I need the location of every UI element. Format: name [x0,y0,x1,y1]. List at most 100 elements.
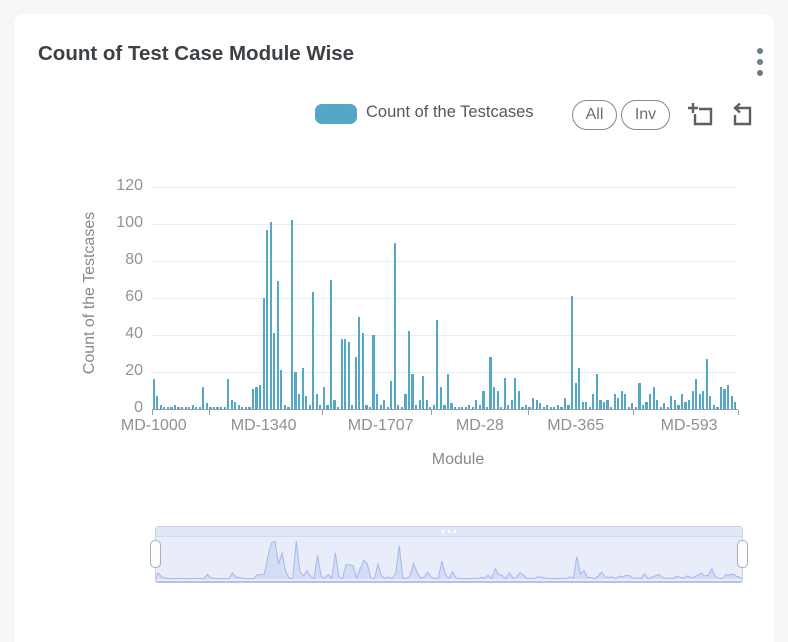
bar[interactable] [418,399,421,409]
bar[interactable] [283,405,287,409]
bar[interactable] [634,407,638,409]
bar[interactable] [617,397,620,409]
bar[interactable] [454,407,457,409]
legend-label[interactable]: Count of the Testcases [366,103,534,121]
bar[interactable] [638,383,641,409]
bar[interactable] [319,405,322,409]
bar[interactable] [266,229,269,409]
bar[interactable] [188,407,191,409]
bar[interactable] [627,407,630,409]
bar[interactable] [482,390,485,409]
bar[interactable] [205,403,209,409]
bar[interactable] [485,407,489,409]
bar[interactable] [379,405,382,409]
plot-area[interactable] [152,187,737,409]
bar[interactable] [677,405,680,409]
bar[interactable] [624,394,627,409]
bar[interactable] [539,403,542,409]
bar[interactable] [521,407,524,409]
bar[interactable] [390,381,393,409]
bar[interactable] [372,335,375,409]
bar[interactable] [191,405,194,409]
bar[interactable] [535,399,538,409]
bar[interactable] [220,407,223,409]
bar[interactable] [489,357,492,409]
bar[interactable] [503,377,506,409]
bar[interactable] [280,370,283,409]
bar[interactable] [347,342,350,409]
bar[interactable] [411,373,414,409]
bar[interactable] [383,399,386,409]
bar[interactable] [209,407,212,409]
datazoom-slider[interactable] [150,526,748,583]
bar[interactable] [471,407,474,409]
bar[interactable] [269,222,272,409]
bar[interactable] [695,379,698,409]
bar[interactable] [705,359,708,409]
bar[interactable] [156,396,159,409]
bar[interactable] [361,333,365,409]
bar[interactable] [719,386,723,409]
bar[interactable] [354,357,357,409]
legend-swatch[interactable] [315,104,357,124]
bar[interactable] [312,292,315,409]
bar[interactable] [166,407,170,409]
bar[interactable] [553,407,556,409]
bar[interactable] [514,377,517,409]
bar[interactable] [574,383,577,409]
bar[interactable] [673,399,677,409]
bar[interactable] [670,396,673,409]
legend-inverse-button[interactable]: Inv [621,100,670,130]
bar[interactable] [450,403,453,409]
bar[interactable] [563,397,567,409]
bar[interactable] [500,407,503,409]
bar[interactable] [478,405,482,409]
bar[interactable] [666,407,669,409]
bar[interactable] [659,407,662,409]
bar[interactable] [556,405,560,409]
bar[interactable] [234,401,237,409]
bar[interactable] [631,403,634,409]
bar[interactable] [595,373,599,409]
bar[interactable] [305,396,308,409]
bar[interactable] [702,390,705,409]
bar[interactable] [273,333,276,409]
bar[interactable] [195,407,198,409]
bar[interactable] [262,298,265,409]
bar[interactable] [446,373,450,409]
bar[interactable] [684,401,687,409]
bar[interactable] [344,338,347,409]
datazoom-move-bar[interactable] [156,527,742,537]
bar[interactable] [415,405,418,409]
bar[interactable] [688,399,691,409]
kebab-menu-icon[interactable] [750,44,770,80]
bar[interactable] [230,399,233,409]
bar[interactable] [475,399,478,409]
bar[interactable] [510,399,513,409]
legend-all-button[interactable]: All [572,100,617,130]
bar[interactable] [376,394,379,409]
bar[interactable] [663,403,666,409]
bar[interactable] [567,405,570,409]
bar[interactable] [727,384,730,409]
bar[interactable] [716,407,719,409]
bar[interactable] [184,407,187,409]
bar[interactable] [315,394,318,409]
bar[interactable] [468,405,471,409]
bar[interactable] [340,338,343,409]
bar[interactable] [439,386,443,409]
bar[interactable] [546,405,549,409]
bar[interactable] [237,405,240,409]
bar[interactable] [432,405,435,409]
bar[interactable] [337,407,340,409]
bar[interactable] [532,397,535,409]
bar[interactable] [152,379,155,409]
bar[interactable] [365,405,368,409]
bar[interactable] [301,368,304,409]
bar[interactable] [652,386,655,409]
bar[interactable] [241,407,244,409]
bar[interactable] [524,405,528,409]
bar[interactable] [493,386,496,409]
bar[interactable] [407,331,411,409]
bar[interactable] [571,296,574,409]
